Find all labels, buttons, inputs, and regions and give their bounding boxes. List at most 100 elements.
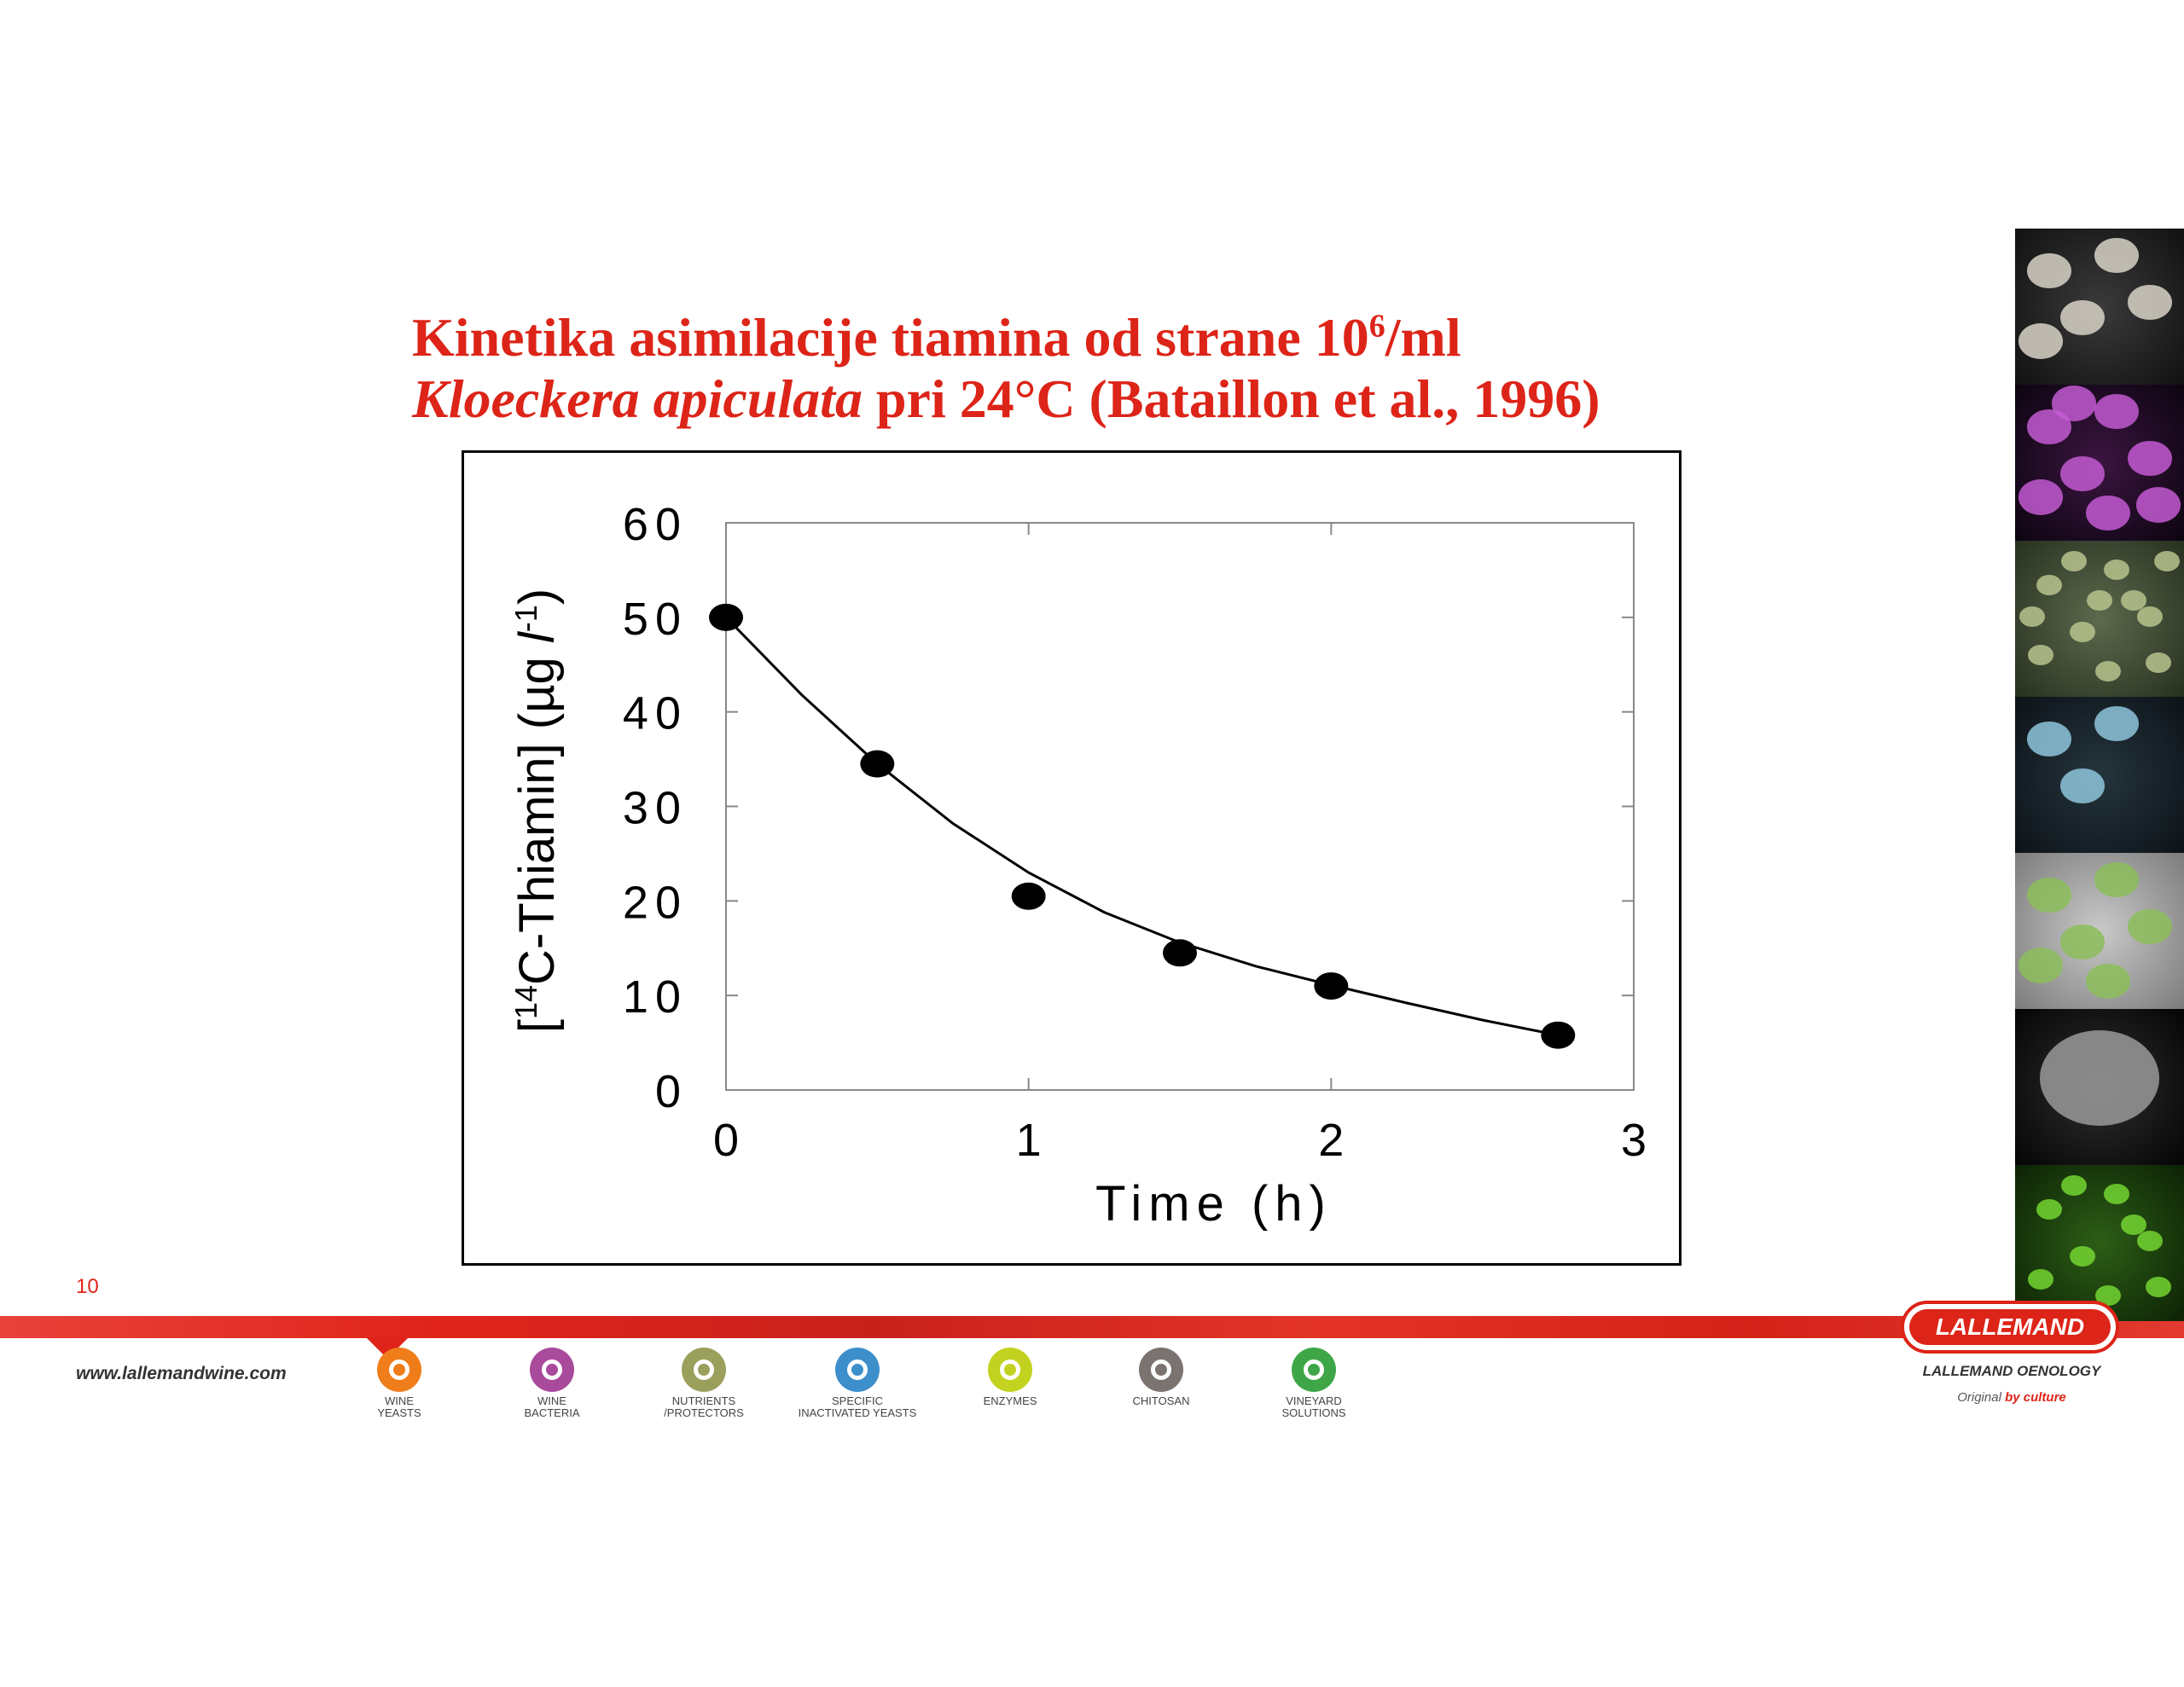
photo-detail [2094, 660, 2121, 681]
photo-detail [2026, 252, 2071, 289]
green-bacteria-photo [2015, 541, 2184, 697]
photo-detail [2085, 495, 2130, 531]
product-item[interactable]: NUTRIENTS /PROTECTORS [640, 1348, 768, 1419]
photo-detail [2061, 551, 2088, 572]
green-leaf-photo [2015, 1165, 2184, 1321]
y-tick-label: 50 [623, 594, 688, 645]
photo-detail [2146, 652, 2172, 674]
y-tick-label: 40 [623, 688, 688, 739]
x-tick-label: 0 [713, 1115, 739, 1166]
data-point [860, 750, 895, 778]
yeast-cells-photo [2015, 229, 2184, 385]
data-point [1541, 1021, 1576, 1049]
product-label: NUTRIENTS /PROTECTORS [664, 1394, 744, 1419]
plot-area [725, 522, 1635, 1091]
y-tick-label: 30 [623, 783, 688, 834]
oenology-label: LALLEMAND OENOLOGY [1922, 1363, 2101, 1379]
photo-detail [2087, 590, 2112, 612]
photo-detail [2094, 861, 2139, 898]
purple-yeast-photo [2015, 385, 2184, 541]
wine-yeasts-icon [377, 1348, 421, 1392]
y-tick-label: 60 [623, 499, 688, 550]
product-item[interactable]: VINEYARD SOLUTIONS [1250, 1348, 1378, 1419]
x-tick-label: 3 [1621, 1115, 1647, 1166]
website-link[interactable]: www.lallemandwine.com [76, 1364, 287, 1383]
photo-detail [2094, 393, 2139, 430]
y-axis-label: [14C-Thiamin] (µg l-1) [508, 588, 566, 1033]
data-point [1163, 939, 1197, 967]
photo-detail [2128, 440, 2173, 477]
nutrients-icon [682, 1348, 726, 1392]
slide-number: 10 [76, 1275, 99, 1298]
title-line-1: Kinetika asimilacije tiamina od strane 1… [412, 307, 1461, 368]
product-item[interactable]: WINE YEASTS [335, 1348, 463, 1419]
photo-detail [2026, 721, 2071, 757]
y-tick-label: 10 [623, 971, 688, 1023]
x-tick-label: 2 [1318, 1115, 1344, 1166]
green-discs-photo [2015, 853, 2184, 1009]
photo-detail [2052, 386, 2097, 422]
photo-detail [2018, 606, 2045, 627]
product-item[interactable]: WINE BACTERIA [488, 1348, 616, 1419]
photo-detail [2103, 559, 2129, 580]
photo-detail [2103, 1183, 2129, 1204]
product-label: WINE BACTERIA [524, 1394, 580, 1419]
photo-detail [2070, 621, 2096, 642]
tagline: Original by culture [1957, 1390, 2066, 1405]
photo-detail [2137, 606, 2164, 627]
photo-detail [2027, 645, 2053, 666]
photo-detail [2061, 1175, 2088, 1197]
photo-detail [2036, 574, 2062, 595]
data-point [1314, 972, 1349, 1000]
photo-detail [2060, 768, 2106, 804]
product-label: VINEYARD SOLUTIONS [1281, 1394, 1346, 1419]
photo-detail [2018, 479, 2063, 515]
photo-detail [2094, 237, 2139, 274]
product-item[interactable]: ENZYMES [946, 1348, 1074, 1407]
x-tick-label: 1 [1016, 1115, 1042, 1166]
photo-detail [2120, 1215, 2146, 1236]
blue-cells-photo [2015, 697, 2184, 853]
x-axis-label: Time (h) [1095, 1176, 1333, 1232]
product-item[interactable]: CHITOSAN [1097, 1348, 1225, 1407]
photo-strip [2015, 229, 2184, 1321]
chitosan-icon [1139, 1348, 1183, 1392]
photo-detail [2040, 1030, 2159, 1126]
photo-detail [2136, 487, 2181, 523]
lallemand-logo: LALLEMAND [1901, 1301, 2119, 1354]
photo-detail [2137, 1230, 2164, 1251]
product-label: ENZYMES [983, 1394, 1037, 1407]
data-point [1011, 882, 1046, 910]
spiky-spore-photo [2015, 1009, 2184, 1165]
photo-detail [2128, 908, 2173, 945]
product-label: SPECIFIC INACTIVATED YEASTS [798, 1394, 917, 1419]
photo-detail [2085, 963, 2130, 1000]
photo-detail [2120, 590, 2146, 612]
chart-frame: 0 1 2 3 0 10 20 30 40 50 60 Time (h) [14C-Thiamin] (… [462, 450, 1682, 1266]
inactivated-yeasts-icon [835, 1348, 880, 1392]
title-line-2: Kloeckera apiculata pri 24°C (Bataillon … [412, 368, 1600, 429]
y-tick-label: 20 [623, 877, 688, 928]
data-point [709, 603, 743, 631]
slide-title: Kinetika asimilacije tiamina od strane 1… [412, 307, 1600, 430]
enzymes-icon [988, 1348, 1032, 1392]
photo-detail [2154, 551, 2181, 572]
vineyard-icon [1292, 1348, 1336, 1392]
photo-detail [2070, 1245, 2096, 1267]
red-banner [0, 1316, 2184, 1338]
product-label: CHITOSAN [1132, 1394, 1190, 1407]
photo-detail [2146, 1277, 2172, 1298]
photo-detail [2036, 1198, 2062, 1220]
photo-detail [2060, 455, 2106, 492]
wine-bacteria-icon [530, 1348, 574, 1392]
photo-detail [2018, 948, 2063, 983]
photo-detail [2128, 284, 2173, 321]
fit-curve [724, 616, 1559, 1037]
product-item[interactable]: SPECIFIC INACTIVATED YEASTS [793, 1348, 921, 1419]
photo-detail [2018, 323, 2063, 359]
photo-detail [2027, 1269, 2053, 1290]
photo-detail [2060, 299, 2106, 336]
photo-detail [2060, 924, 2106, 960]
y-tick-label: 0 [655, 1066, 688, 1117]
